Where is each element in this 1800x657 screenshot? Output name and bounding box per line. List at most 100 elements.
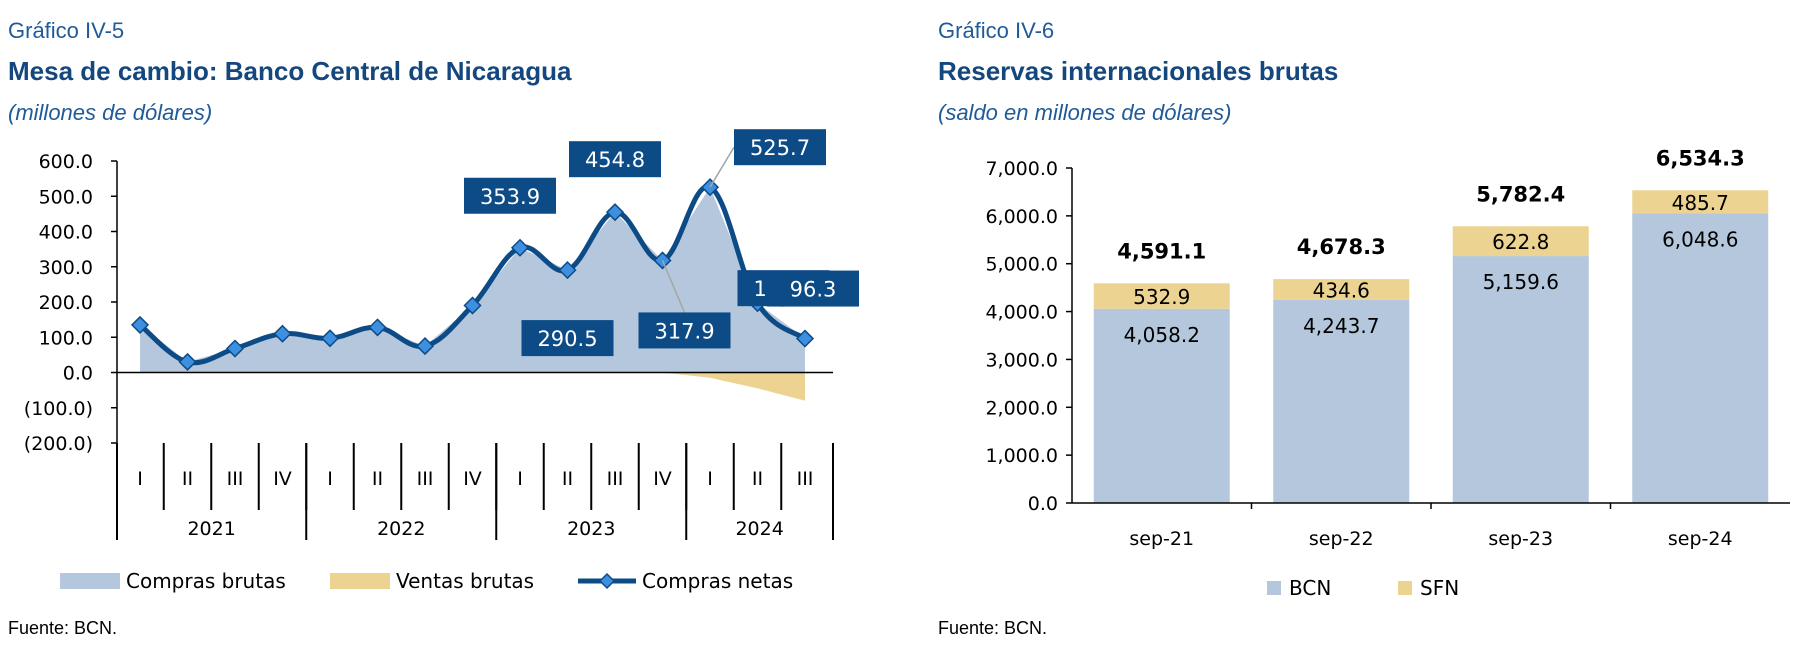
y-tick-label: (100.0)	[24, 398, 93, 420]
legend-label: Compras netas	[642, 569, 793, 593]
quarter-label: IV	[463, 468, 482, 490]
y-tick-label: 6,000.0	[985, 206, 1058, 228]
data-label-box	[569, 141, 661, 178]
compras-netas-marker	[653, 251, 672, 270]
data-label-box	[638, 312, 731, 349]
chart-subtitle: (saldo en millones de dólares)	[938, 100, 1232, 125]
data-label-box	[734, 129, 826, 166]
total-value-label: 5,782.4	[1476, 182, 1565, 206]
quarter-label: II	[182, 468, 193, 490]
y-tick-label: 5,000.0	[985, 254, 1058, 276]
y-tick-label: 4,000.0	[985, 302, 1058, 324]
data-label: 96.3	[790, 278, 837, 302]
sfn-bar	[1452, 226, 1589, 257]
y-tick-label: 200.0	[39, 292, 93, 314]
legend-label: Compras brutas	[126, 569, 286, 593]
compras-netas-marker	[225, 339, 245, 358]
y-tick-label: 400.0	[39, 222, 93, 244]
right-chart-panel: Gráfico IV-6 Reservas internacionales br…	[930, 0, 1800, 657]
data-label-box	[521, 320, 614, 357]
y-tick-label: 100.0	[39, 327, 93, 349]
quarter-label: I	[707, 468, 713, 490]
quarter-label: II	[562, 468, 573, 490]
bcn-value-label: 6,048.6	[1662, 228, 1738, 252]
data-label-leader	[661, 260, 686, 313]
quarter-label: I	[327, 468, 333, 490]
y-tick-label: 3,000.0	[985, 349, 1058, 371]
legend-label: SFN	[1420, 576, 1459, 600]
compras-netas-marker	[510, 238, 530, 257]
quarter-label: IV	[653, 468, 672, 490]
quarter-label: III	[797, 468, 814, 490]
bcn-bar	[1273, 299, 1410, 503]
category-label: sep-23	[1488, 528, 1553, 550]
data-label: 290.5	[537, 327, 597, 351]
quarter-label: I	[137, 468, 143, 490]
source-note: Fuente: BCN.	[938, 618, 1048, 638]
sfn-value-label: 622.8	[1492, 230, 1549, 254]
sfn-value-label: 434.6	[1313, 279, 1370, 303]
ventas-brutas-area	[140, 372, 805, 401]
data-label: 454.8	[585, 148, 645, 172]
compras-netas-marker	[558, 261, 577, 280]
compras-netas-marker	[368, 318, 387, 337]
sfn-bar	[1093, 283, 1230, 309]
year-label: 2024	[735, 518, 783, 540]
bcn-value-label: 4,058.2	[1124, 323, 1200, 347]
quarter-label: III	[417, 468, 434, 490]
legend-label: BCN	[1289, 576, 1331, 600]
y-tick-label: 1,000.0	[985, 445, 1058, 467]
figure-number: Gráfico IV-5	[8, 18, 125, 43]
y-tick-label: 0.0	[1028, 493, 1058, 515]
year-label: 2023	[567, 518, 615, 540]
data-label: 525.7	[750, 136, 810, 160]
reserves-chart: 7,000.0 6,000.0 5,000.0 4,000.0 3,000.0 2,000…	[985, 146, 1790, 600]
sfn-bar	[1273, 279, 1410, 300]
compras-netas-marker	[130, 315, 150, 334]
quarter-label: II	[752, 468, 763, 490]
compras-netas-marker	[463, 296, 482, 315]
legend-marker-compras-netas	[598, 572, 616, 590]
y-tick-label: (200.0)	[24, 433, 93, 455]
left-chart-panel: Gráfico IV-5 Mesa de cambio: Banco Centr…	[8, 18, 859, 638]
quarter-label: II	[372, 468, 383, 490]
total-value-label: 6,534.3	[1656, 146, 1745, 170]
legend-swatch-compras-brutas	[60, 573, 120, 589]
bcn-value-label: 4,243.7	[1303, 314, 1379, 338]
source-note: Fuente: BCN.	[8, 618, 118, 638]
legend-swatch-sfn	[1398, 581, 1412, 595]
figure-number: Gráfico IV-6	[938, 18, 1055, 43]
compras-netas-marker	[795, 329, 815, 348]
data-label-box	[767, 270, 859, 307]
quarter-label: I	[517, 468, 523, 490]
compras-netas-marker	[178, 352, 197, 371]
y-tick-label: 500.0	[39, 186, 93, 208]
data-label: 353.9	[480, 185, 540, 209]
total-value-label: 4,678.3	[1297, 235, 1386, 259]
y-tick-label: 2,000.0	[985, 397, 1058, 419]
bcn-bar	[1632, 213, 1769, 503]
total-value-label: 4,591.1	[1117, 239, 1206, 263]
y-tick-label: 600.0	[39, 151, 93, 173]
data-label-box	[464, 177, 556, 214]
compras-netas-marker	[273, 324, 292, 343]
chart-title: Mesa de cambio: Banco Central de Nicarag…	[8, 56, 572, 86]
category-label: sep-24	[1668, 528, 1733, 550]
data-label: 317.9	[654, 319, 714, 343]
compras-netas-marker	[605, 203, 625, 222]
year-label: 2021	[187, 518, 235, 540]
quarter-label: III	[227, 468, 244, 490]
quarter-label: III	[607, 468, 624, 490]
y-tick-label: 300.0	[39, 257, 93, 279]
compras-netas-marker	[700, 178, 720, 197]
chart-subtitle: (millones de dólares)	[8, 100, 213, 125]
legend-label: Ventas brutas	[396, 569, 534, 593]
year-label: 2022	[377, 518, 425, 540]
sfn-value-label: 532.9	[1133, 285, 1190, 309]
category-label: sep-21	[1129, 528, 1194, 550]
exchange-desk-chart: 600.0 500.0 400.0 300.0 200.0 100.0 0.0 (100.0)…	[24, 129, 859, 593]
chart-title: Reservas internacionales brutas	[938, 56, 1339, 86]
sfn-bar	[1632, 190, 1769, 214]
legend-swatch-ventas-brutas	[330, 573, 390, 589]
bcn-value-label: 5,159.6	[1483, 270, 1559, 294]
